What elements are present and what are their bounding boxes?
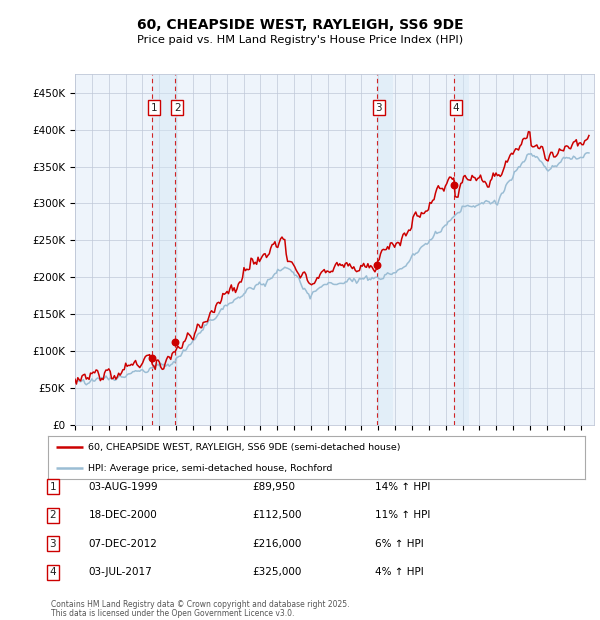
Text: 18-DEC-2000: 18-DEC-2000: [89, 510, 158, 520]
Text: 60, CHEAPSIDE WEST, RAYLEIGH, SS6 9DE: 60, CHEAPSIDE WEST, RAYLEIGH, SS6 9DE: [137, 18, 463, 32]
Bar: [377, 74, 394, 425]
Point: [148, 353, 157, 363]
Text: 14% ↑ HPI: 14% ↑ HPI: [375, 482, 430, 492]
Point: [373, 260, 382, 270]
Text: Price paid vs. HM Land Registry's House Price Index (HPI): Price paid vs. HM Land Registry's House …: [137, 35, 463, 45]
Text: 4: 4: [452, 102, 459, 113]
Text: 1: 1: [49, 482, 56, 492]
Text: Contains HM Land Registry data © Crown copyright and database right 2025.: Contains HM Land Registry data © Crown c…: [51, 600, 349, 609]
Text: 4: 4: [49, 567, 56, 577]
Bar: [454, 74, 469, 425]
Text: £325,000: £325,000: [252, 567, 301, 577]
Point: [170, 337, 180, 347]
Text: £89,950: £89,950: [252, 482, 295, 492]
Bar: [152, 74, 178, 425]
Text: 3: 3: [376, 102, 382, 113]
Text: 4% ↑ HPI: 4% ↑ HPI: [375, 567, 424, 577]
Text: 2: 2: [174, 102, 181, 113]
Text: £216,000: £216,000: [252, 539, 301, 549]
Point: [449, 180, 459, 190]
Text: HPI: Average price, semi-detached house, Rochford: HPI: Average price, semi-detached house,…: [88, 464, 332, 472]
Text: 60, CHEAPSIDE WEST, RAYLEIGH, SS6 9DE (semi-detached house): 60, CHEAPSIDE WEST, RAYLEIGH, SS6 9DE (s…: [88, 443, 401, 451]
Text: 03-JUL-2017: 03-JUL-2017: [89, 567, 152, 577]
Text: 2: 2: [49, 510, 56, 520]
Text: 07-DEC-2012: 07-DEC-2012: [89, 539, 158, 549]
Text: 11% ↑ HPI: 11% ↑ HPI: [375, 510, 430, 520]
Text: 3: 3: [49, 539, 56, 549]
Text: This data is licensed under the Open Government Licence v3.0.: This data is licensed under the Open Gov…: [51, 609, 295, 618]
Text: 1: 1: [151, 102, 157, 113]
Text: £112,500: £112,500: [252, 510, 302, 520]
Text: 6% ↑ HPI: 6% ↑ HPI: [375, 539, 424, 549]
Text: 03-AUG-1999: 03-AUG-1999: [89, 482, 158, 492]
